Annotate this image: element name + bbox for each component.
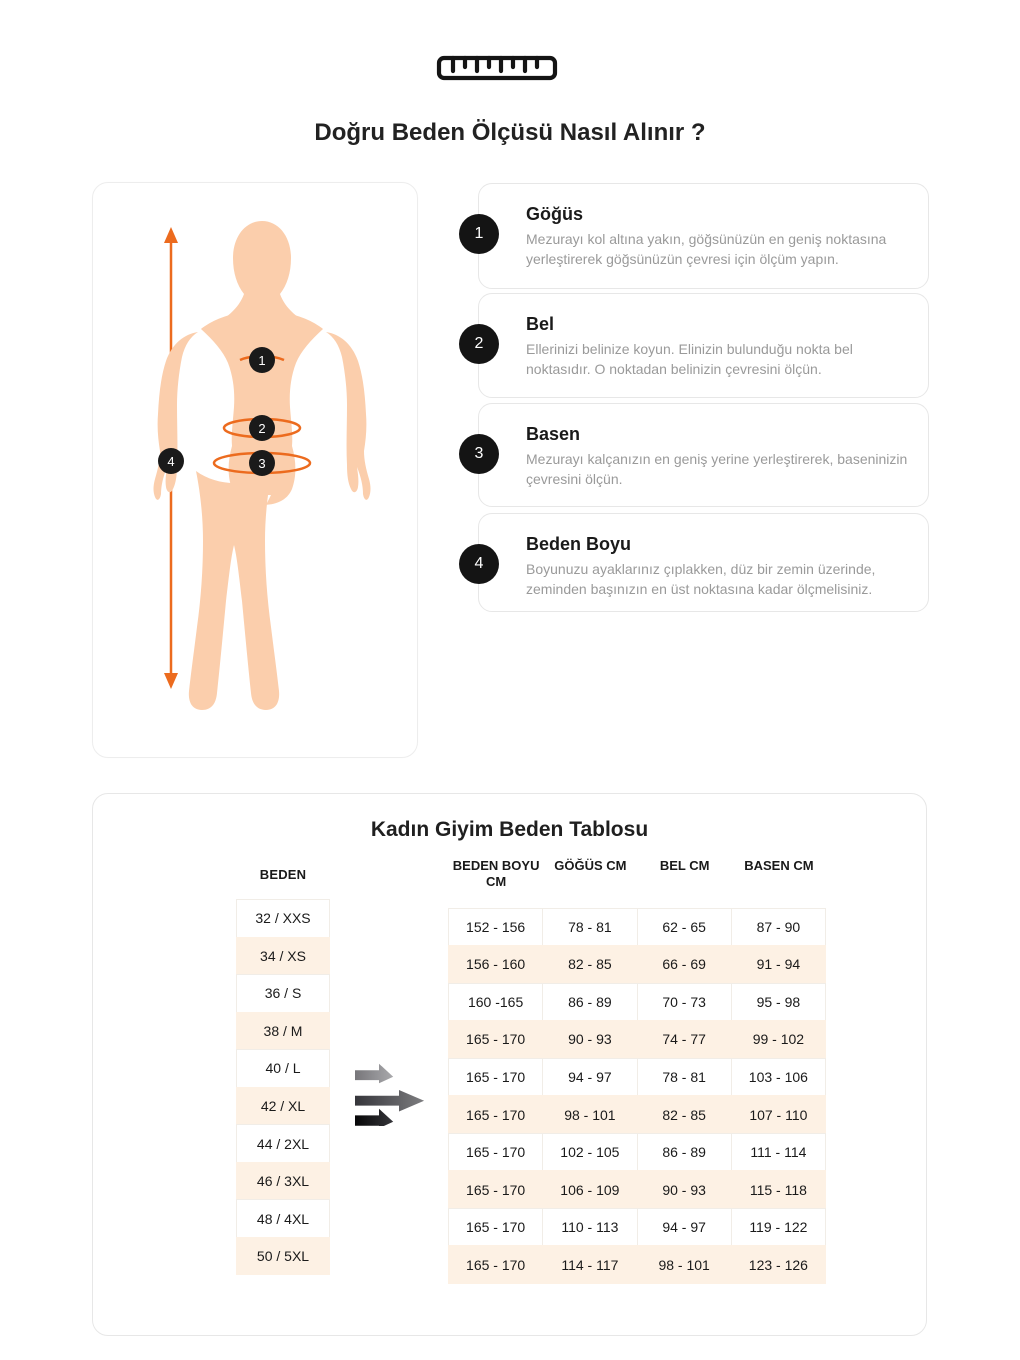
svg-text:4: 4: [167, 454, 174, 469]
svg-text:2: 2: [258, 421, 265, 436]
svg-text:3: 3: [258, 456, 265, 471]
svg-text:1: 1: [258, 353, 265, 368]
